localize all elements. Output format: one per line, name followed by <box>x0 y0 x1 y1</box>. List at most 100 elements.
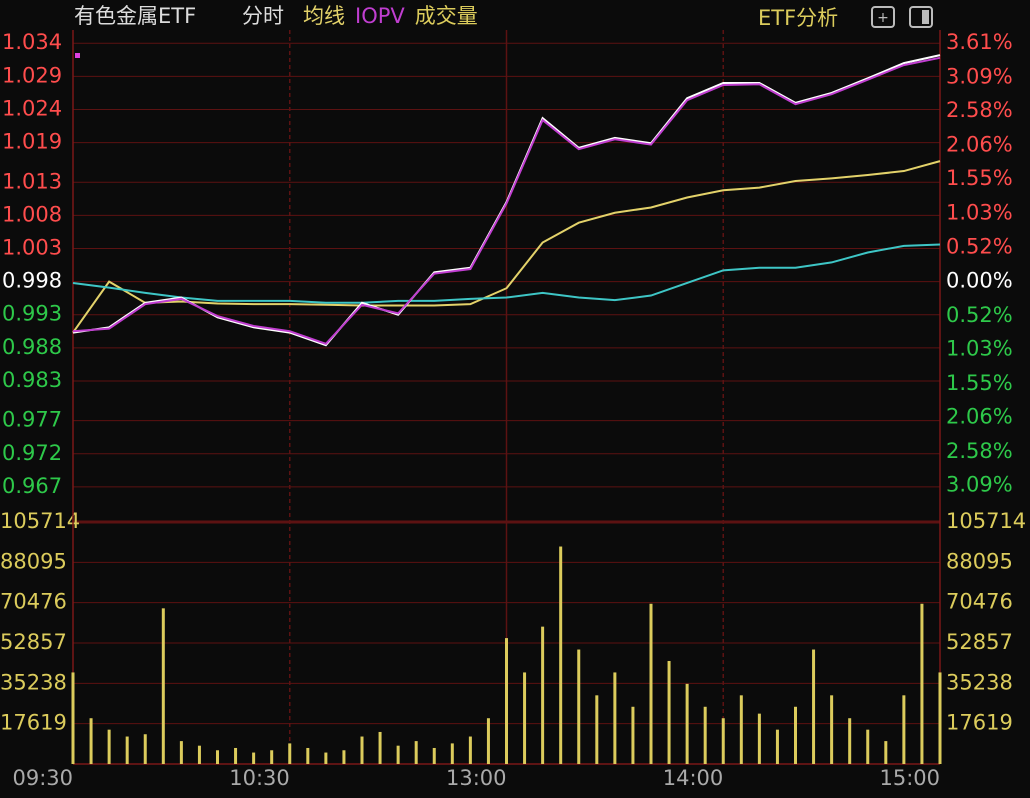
y2-tick-label: 3.09% <box>946 65 1013 89</box>
y2-tick-label: 88095 <box>946 549 1013 573</box>
y2-tick-label: 1.03% <box>946 337 1013 361</box>
y2-tick-label: 2.58% <box>946 439 1013 463</box>
volume-bar <box>703 706 707 764</box>
price-line <box>72 56 941 346</box>
volume-bar <box>830 695 834 764</box>
y-tick-label: 1.008 <box>2 202 62 226</box>
y-tick-label: 0.967 <box>2 474 62 498</box>
y-tick-label: 0.988 <box>2 335 62 359</box>
y-tick-label: 0.993 <box>2 302 62 326</box>
volume-bar <box>125 736 129 764</box>
volume-bar <box>288 743 292 764</box>
y-tick-label: 0.977 <box>2 408 62 432</box>
y-tick-label: 70476 <box>0 590 67 614</box>
volume-bar <box>920 603 924 764</box>
y2-tick-label: 1.55% <box>946 371 1013 395</box>
etf-analysis-button[interactable]: ETF分析 <box>758 6 838 30</box>
volume-bar <box>685 683 689 764</box>
y2-tick-label: 2.06% <box>946 405 1013 429</box>
volume-bar <box>884 741 888 764</box>
volume-bar <box>396 745 400 764</box>
legend-entry: IOPV <box>355 4 405 28</box>
zoom-icon-symbol: + <box>877 10 889 26</box>
y-tick-label: 1.024 <box>2 96 62 120</box>
volume-title: 成交量 <box>415 4 478 28</box>
y-tick-label: 0.983 <box>2 368 62 392</box>
y-tick-label: 1.003 <box>2 236 62 260</box>
volume-bar <box>794 706 797 764</box>
y-tick-label: 17619 <box>0 711 67 735</box>
volume-bar <box>161 608 165 764</box>
y-tick-label: 1.034 <box>2 30 62 54</box>
volume-bar <box>667 660 671 764</box>
volume-bar <box>902 695 906 764</box>
x-tick-label: 10:30 <box>229 766 290 790</box>
y2-tick-label: 17619 <box>946 711 1013 735</box>
y2-tick-label: 3.61% <box>946 30 1013 54</box>
legend-entry: 均线 <box>303 4 345 28</box>
volume-bar <box>306 747 310 764</box>
y-tick-label: 1.013 <box>2 169 62 193</box>
volume-bar <box>468 736 472 764</box>
x-tick-label: 14:00 <box>663 766 724 790</box>
volume-bar <box>197 745 201 764</box>
price-line <box>72 160 941 334</box>
y2-tick-label: 3.09% <box>946 473 1013 497</box>
y2-tick-label: 2.06% <box>946 133 1013 157</box>
volume-bar <box>938 672 942 764</box>
volume-bar <box>631 706 635 764</box>
volume-bar <box>432 747 436 764</box>
price-line <box>72 243 941 304</box>
mode-label[interactable]: 分时 <box>242 4 284 28</box>
layout-icon[interactable] <box>909 6 933 28</box>
y-tick-label: 0.972 <box>2 441 62 465</box>
marker-dot <box>75 53 80 58</box>
y2-tick-label: 0.00% <box>946 269 1013 293</box>
zoom-icon[interactable] <box>871 6 895 28</box>
volume-bar <box>270 750 274 764</box>
volume-bar <box>143 734 147 764</box>
y2-tick-label: 0.52% <box>946 303 1013 327</box>
volume-bar <box>577 649 581 764</box>
volume-bar <box>649 603 653 764</box>
volume-bar <box>739 695 743 764</box>
volume-bar <box>848 718 852 764</box>
volume-bar <box>234 747 238 764</box>
y-tick-label: 35238 <box>0 670 67 694</box>
volume-bar <box>757 713 761 764</box>
y2-tick-label: 1.03% <box>946 201 1013 225</box>
volume-bar <box>360 736 364 764</box>
volume-bar <box>342 750 346 764</box>
volume-bar <box>252 752 256 764</box>
y-tick-label: 0.998 <box>2 269 62 293</box>
y-tick-label: 88095 <box>0 549 67 573</box>
volume-bar <box>216 750 219 764</box>
y2-tick-label: 0.52% <box>946 234 1013 258</box>
x-tick-label: 09:30 <box>12 766 73 790</box>
y-tick-label: 1.019 <box>2 130 62 154</box>
volume-bar <box>414 741 418 764</box>
volume-bar <box>721 718 725 764</box>
volume-bar <box>486 718 490 764</box>
y2-tick-label: 70476 <box>946 590 1013 614</box>
volume-bar <box>613 672 617 764</box>
volume-bar <box>541 626 545 764</box>
fund-title: 有色金属ETF <box>74 4 196 28</box>
y-tick-label: 52857 <box>0 630 67 654</box>
y2-tick-label: 35238 <box>946 670 1013 694</box>
volume-bar <box>559 546 563 764</box>
y2-tick-label: 105714 <box>946 509 1026 533</box>
volume-bar <box>179 741 183 764</box>
layout-icon-fill <box>922 10 929 24</box>
volume-bar <box>89 718 93 764</box>
volume-bar <box>812 649 816 764</box>
y-tick-label: 1.029 <box>2 63 62 87</box>
x-tick-label: 13:00 <box>446 766 507 790</box>
volume-bar <box>595 695 599 764</box>
volume-bar <box>523 672 527 764</box>
y-tick-label: 105714 <box>0 509 80 533</box>
volume-bar <box>505 638 508 764</box>
y2-tick-label: 2.58% <box>946 98 1013 122</box>
